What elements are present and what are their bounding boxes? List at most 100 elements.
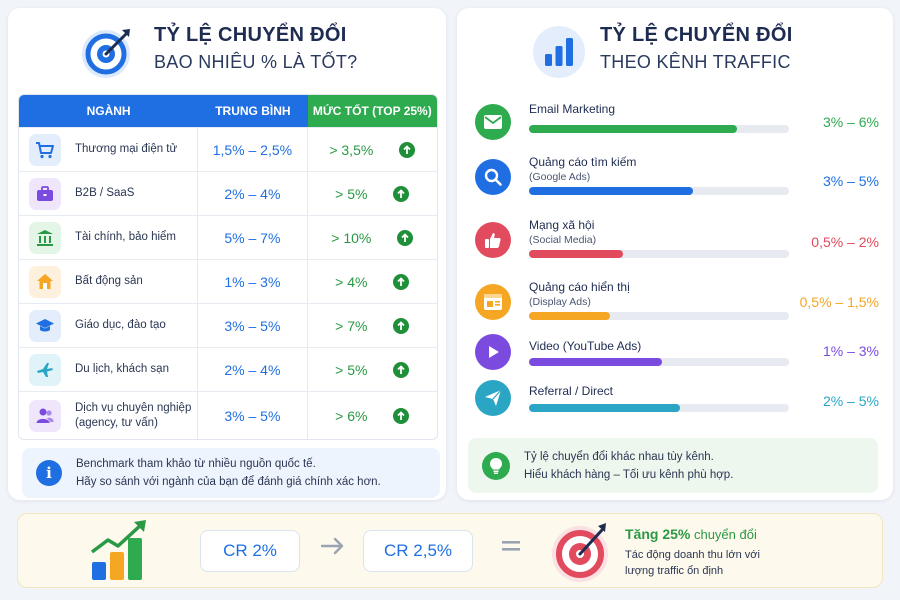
- house-icon: [29, 265, 61, 298]
- average-value: 3% – 5%: [198, 304, 308, 347]
- arrow-up-icon: [397, 229, 414, 246]
- table-row: Du lịch, khách sạn 2% – 4% > 5%: [19, 347, 437, 391]
- cr-impact-strip: CR 2% CR 2,5% Tăng 25% chuyển đổi Tác độ…: [17, 513, 883, 588]
- channel-row: Email Marketing 3% – 6%: [473, 100, 883, 150]
- channel-panel: TỶ LỆ CHUYỂN ĐỔI THEO KÊNH TRAFFIC Email…: [457, 8, 893, 500]
- industry-label: Thương mại điện tử: [75, 143, 178, 155]
- people-icon: [29, 399, 61, 432]
- channel-name: Email Marketing: [529, 102, 616, 116]
- channel-value: 1% – 3%: [822, 343, 879, 359]
- result-bold: Tăng 25%: [625, 526, 691, 542]
- channel-subtitle: (Display Ads): [529, 296, 591, 308]
- mail-icon: [475, 104, 511, 140]
- bank-icon: [29, 221, 61, 254]
- industry-label: B2B / SaaS: [75, 187, 135, 199]
- average-value: 2% – 4%: [198, 348, 308, 391]
- info-icon: i: [36, 460, 62, 486]
- equals-icon: [501, 536, 521, 562]
- good-value: > 5%: [335, 361, 368, 378]
- cr-from-box: CR 2%: [200, 530, 300, 572]
- left-title-line1: TỶ LỆ CHUYỂN ĐỔI: [154, 24, 347, 46]
- arrow-up-icon: [393, 317, 410, 334]
- graduation-cap-icon: [29, 309, 61, 342]
- channel-bar: [529, 250, 789, 258]
- arrow-up-icon: [393, 273, 410, 290]
- table-row: Bất động sản 1% – 3% > 4%: [19, 259, 437, 303]
- table-row: Giáo dục, đào tạo 3% – 5% > 7%: [19, 303, 437, 347]
- channel-row: Video (YouTube Ads) 1% – 3%: [473, 334, 883, 384]
- channel-value: 3% – 5%: [822, 173, 879, 189]
- table-row: B2B / SaaS 2% – 4% > 5%: [19, 171, 437, 215]
- browser-ad-icon: [475, 284, 511, 320]
- good-value: > 10%: [331, 229, 372, 246]
- header-good: MỨC TỐT (TOP 25%): [307, 95, 437, 127]
- industry-label: Dịch vụ chuyên nghiệp: [75, 401, 192, 414]
- channel-value: 3% – 6%: [822, 114, 879, 130]
- channel-bar-fill: [529, 125, 737, 133]
- channel-bar-fill: [529, 187, 693, 195]
- industry-label: Du lịch, khách sạn: [75, 363, 169, 375]
- average-value: 2% – 4%: [198, 172, 308, 215]
- channel-row: Referral / Direct 2% – 5%: [473, 380, 883, 430]
- bar-chart-icon: [531, 24, 587, 80]
- right-title-line2: THEO KÊNH TRAFFIC: [600, 52, 791, 72]
- right-note-line2: Hiểu khách hàng – Tối ưu kênh phù hợp.: [524, 468, 734, 481]
- result-desc-line2: lượng traffic ổn định: [625, 565, 724, 577]
- channel-bar: [529, 187, 789, 195]
- channel-subtitle: (Google Ads): [529, 171, 591, 183]
- arrow-up-icon: [399, 141, 416, 158]
- growth-chart-icon: [88, 518, 154, 584]
- channel-name: Quảng cáo hiển thị: [529, 280, 630, 294]
- good-value: > 3,5%: [329, 141, 374, 158]
- channel-row: Quảng cáo hiển thị (Display Ads) 0,5% – …: [473, 278, 883, 328]
- arrow-up-icon: [393, 185, 410, 202]
- target-icon: [80, 24, 136, 80]
- channel-value: 0,5% – 1,5%: [799, 294, 879, 310]
- result-desc-line1: Tác động doanh thu lớn với: [625, 549, 760, 561]
- left-note: i Benchmark tham khảo từ nhiều nguồn quố…: [22, 448, 440, 498]
- channel-row: Quảng cáo tìm kiếm (Google Ads) 3% – 5%: [473, 153, 883, 203]
- arrow-up-icon: [393, 361, 410, 378]
- channel-bar-fill: [529, 250, 623, 258]
- industry-label: Bất động sản: [75, 275, 143, 287]
- arrow-right-icon: [320, 536, 346, 562]
- left-note-line2: Hãy so sánh với ngành của bạn để đánh gi…: [76, 476, 381, 488]
- search-icon: [475, 159, 511, 195]
- left-title: TỶ LỆ CHUYỂN ĐỔI BAO NHIÊU % LÀ TỐT?: [154, 24, 357, 84]
- table-row: Thương mại điện tử 1,5% – 2,5% > 3,5%: [19, 127, 437, 171]
- industry-label: Tài chính, bảo hiểm: [75, 231, 177, 243]
- right-title: TỶ LỆ CHUYỂN ĐỔI THEO KÊNH TRAFFIC: [600, 24, 793, 84]
- right-note: Tỷ lệ chuyển đổi khác nhau tùy kênh. Hiể…: [468, 438, 878, 493]
- channel-bar: [529, 312, 789, 320]
- header-industry: NGÀNH: [19, 95, 199, 127]
- thumbs-up-icon: [475, 222, 511, 258]
- industry-label-detail: (agency, tư vấn): [75, 416, 158, 429]
- good-value: > 4%: [335, 273, 368, 290]
- airplane-icon: [29, 353, 61, 386]
- average-value: 1,5% – 2,5%: [198, 128, 308, 171]
- channel-name: Referral / Direct: [529, 384, 614, 398]
- channel-bar: [529, 125, 789, 133]
- play-icon: [475, 334, 511, 370]
- channel-bar-fill: [529, 404, 680, 412]
- result-rest: chuyển đổi: [690, 527, 757, 542]
- left-note-line1: Benchmark tham khảo từ nhiều nguồn quốc …: [76, 458, 316, 470]
- cart-icon: [29, 133, 61, 166]
- arrow-up-icon: [393, 407, 410, 424]
- channel-name: Quảng cáo tìm kiếm: [529, 155, 637, 169]
- lightbulb-icon: [482, 451, 510, 480]
- channel-subtitle: (Social Media): [529, 234, 597, 246]
- good-value: > 5%: [335, 185, 368, 202]
- send-icon: [475, 380, 511, 416]
- table-row: Tài chính, bảo hiểm 5% – 7% > 10%: [19, 215, 437, 259]
- table-row: Dịch vụ chuyên nghiệp (agency, tư vấn) 3…: [19, 391, 437, 439]
- left-title-line2: BAO NHIÊU % LÀ TỐT?: [154, 52, 358, 72]
- channel-value: 2% – 5%: [822, 393, 879, 409]
- right-note-line1: Tỷ lệ chuyển đổi khác nhau tùy kênh.: [524, 450, 714, 463]
- briefcase-icon: [29, 177, 61, 210]
- channel-value: 0,5% – 2%: [811, 234, 879, 250]
- industry-benchmark-panel: TỶ LỆ CHUYỂN ĐỔI BAO NHIÊU % LÀ TỐT? NGÀ…: [8, 8, 446, 500]
- result-text: Tăng 25% chuyển đổi Tác động doanh thu l…: [625, 526, 760, 579]
- benchmark-table: NGÀNH TRUNG BÌNH MỨC TỐT (TOP 25%) Thươn…: [18, 94, 438, 440]
- average-value: 5% – 7%: [198, 216, 308, 259]
